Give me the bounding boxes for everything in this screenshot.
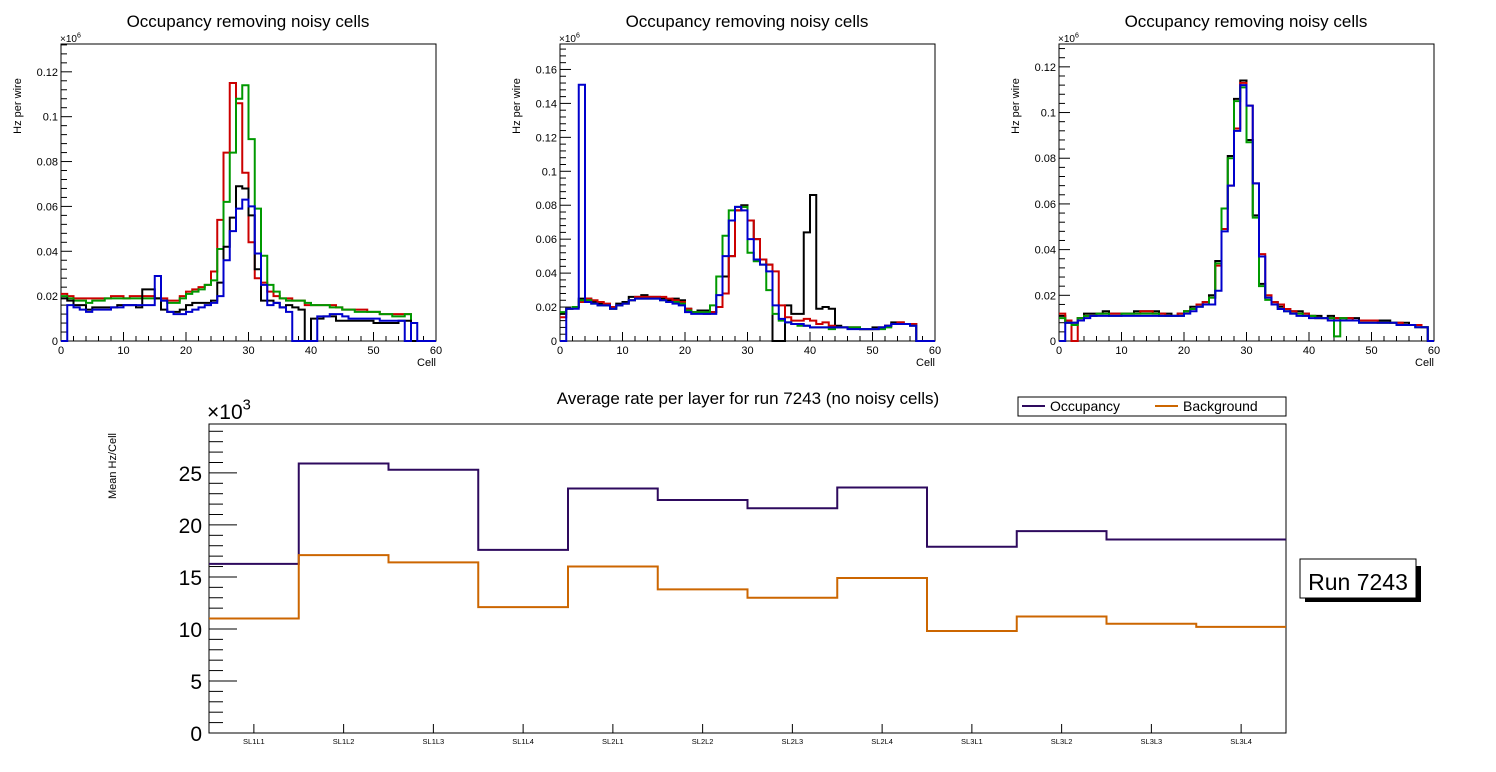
x-axis-label: Cell xyxy=(1415,357,1434,369)
y-tick-label: 0.12 xyxy=(536,132,557,144)
legend-label-occupancy: Occupancy xyxy=(1050,398,1120,414)
x-tick-label: 20 xyxy=(1178,345,1190,357)
x-tick-label: 30 xyxy=(741,345,753,357)
x-axis-label: Cell xyxy=(417,357,436,369)
y-exponent-label: ×106 xyxy=(60,33,81,46)
y-tick-label: 0.12 xyxy=(1035,62,1056,74)
occupancy-panel-3: Occupancy removing noisy cells 0 0.02 0.04 0… xyxy=(1010,12,1440,369)
layer-rate-chart: Average rate per layer for run 7243 (no … xyxy=(107,389,1287,746)
occupancy-panel-1: Occupancy removing noisy cells 0 0.02 0.04 0… xyxy=(12,12,442,369)
x-tick-label: SL2L1 xyxy=(602,737,624,746)
run-annotation: Run 7243 xyxy=(1299,558,1421,602)
y-tick-label: 10 xyxy=(179,619,202,642)
x-tick-label: 40 xyxy=(1303,345,1315,357)
x-tick-label: SL2L3 xyxy=(782,737,804,746)
y-exponent-label: ×106 xyxy=(1058,33,1079,46)
y-tick-label: 0.04 xyxy=(37,246,58,258)
y-tick-label: 0.12 xyxy=(37,67,58,79)
x-tick-label: SL2L2 xyxy=(692,737,714,746)
y-tick-label: 25 xyxy=(179,463,202,486)
y-tick-label: 0.02 xyxy=(1035,290,1056,302)
x-tick-label: 60 xyxy=(430,345,442,357)
histogram-series-blue xyxy=(560,83,935,342)
y-tick-label: 0.1 xyxy=(1041,108,1056,120)
x-tick-label: SL3L2 xyxy=(1051,737,1073,746)
y-tick-label: 0 xyxy=(52,336,58,348)
y-tick-label: 0.06 xyxy=(1035,199,1056,211)
y-tick-label: 15 xyxy=(179,567,202,590)
x-tick-label: 0 xyxy=(1056,345,1062,357)
panel-title: Occupancy removing noisy cells xyxy=(127,12,370,31)
x-tick-label: 50 xyxy=(1365,345,1377,357)
y-exponent-label: ×103 xyxy=(207,398,251,424)
histogram-series-green xyxy=(61,84,436,342)
histogram-series-green xyxy=(1059,86,1434,342)
histogram-series-blue xyxy=(1059,84,1434,342)
x-tick-label: SL1L2 xyxy=(333,737,355,746)
annotation-box xyxy=(1299,558,1417,599)
x-tick-label: SL3L3 xyxy=(1141,737,1163,746)
y-tick-label: 0.04 xyxy=(1035,245,1056,257)
y-tick-label: 0 xyxy=(551,336,557,348)
x-tick-label: 60 xyxy=(1428,345,1440,357)
x-tick-label: 50 xyxy=(866,345,878,357)
legend: Occupancy Background xyxy=(1017,396,1287,417)
x-tick-label: SL1L1 xyxy=(243,737,265,746)
x-tick-label: 40 xyxy=(804,345,816,357)
y-tick-label: 0.08 xyxy=(536,200,557,212)
x-tick-label: 10 xyxy=(616,345,628,357)
x-tick-label: 50 xyxy=(367,345,379,357)
legend-frame xyxy=(1017,396,1287,417)
x-tick-label: 0 xyxy=(58,345,64,357)
plot-frame xyxy=(208,423,1287,734)
x-tick-label: 10 xyxy=(1115,345,1127,357)
y-tick-label: 0.02 xyxy=(536,302,557,314)
y-tick-label: 0.16 xyxy=(536,64,557,76)
y-tick-label: 0.14 xyxy=(536,98,557,110)
x-tick-label: SL1L4 xyxy=(512,737,534,746)
legend-label-background: Background xyxy=(1183,398,1258,414)
y-tick-label: 0 xyxy=(190,723,202,746)
x-tick-label: 0 xyxy=(557,345,563,357)
y-axis-label: Hz per wire xyxy=(1010,78,1022,134)
y-tick-label: 0.04 xyxy=(536,268,557,280)
x-tick-label: SL2L4 xyxy=(871,737,893,746)
series-occupancy xyxy=(209,462,1286,565)
y-tick-label: 0.02 xyxy=(37,291,58,303)
histogram-series-blue xyxy=(61,198,436,342)
x-tick-label: 40 xyxy=(305,345,317,357)
y-tick-label: 0.1 xyxy=(542,166,557,178)
x-tick-label: 60 xyxy=(929,345,941,357)
x-tick-label: 30 xyxy=(242,345,254,357)
x-tick-label: 20 xyxy=(679,345,691,357)
y-tick-label: 20 xyxy=(179,515,202,538)
x-tick-label: 20 xyxy=(180,345,192,357)
y-tick-label: 0.08 xyxy=(37,157,58,169)
x-tick-label: SL3L4 xyxy=(1230,737,1252,746)
plot-frame xyxy=(559,43,936,342)
panel-title: Occupancy removing noisy cells xyxy=(626,12,869,31)
occupancy-panel-2: Occupancy removing noisy cells 0 0.02 0.04 0… xyxy=(511,12,941,369)
panel-title: Occupancy removing noisy cells xyxy=(1125,12,1368,31)
y-exponent-label: ×106 xyxy=(559,33,580,46)
series-background xyxy=(209,554,1286,633)
y-axis-label: Hz per wire xyxy=(511,78,523,134)
y-tick-label: 5 xyxy=(190,671,202,694)
y-tick-label: 0 xyxy=(1050,336,1056,348)
y-tick-label: 0.1 xyxy=(43,112,58,124)
y-axis-label: Mean Hz/Cell xyxy=(107,433,119,499)
y-axis-label: Hz per wire xyxy=(12,78,24,134)
x-tick-label: 30 xyxy=(1240,345,1252,357)
y-tick-label: 0.06 xyxy=(536,234,557,246)
x-tick-label: 10 xyxy=(117,345,129,357)
annotation-text: Run 7243 xyxy=(1308,569,1408,595)
x-tick-label: SL3L1 xyxy=(961,737,983,746)
chart-title: Average rate per layer for run 7243 (no … xyxy=(557,389,939,408)
x-tick-label: SL1L3 xyxy=(423,737,445,746)
y-tick-label: 0.08 xyxy=(1035,153,1056,165)
x-axis-label: Cell xyxy=(916,357,935,369)
y-tick-label: 0.06 xyxy=(37,201,58,213)
